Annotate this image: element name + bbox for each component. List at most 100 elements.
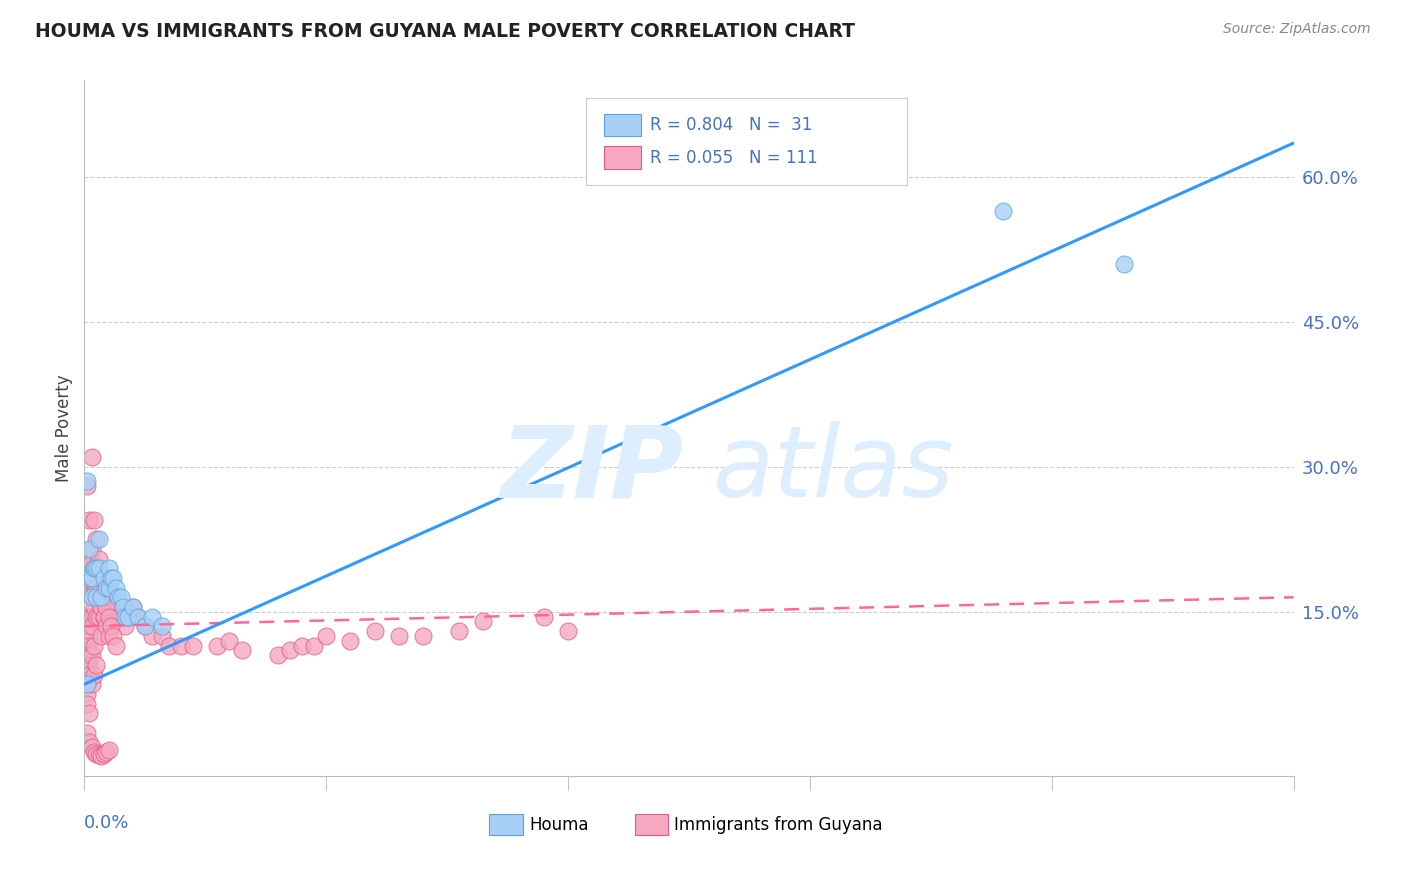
Point <box>77 571 100 585</box>
Point <box>76 629 98 643</box>
Point <box>76 677 98 691</box>
Point <box>93 609 115 624</box>
Point <box>114 619 136 633</box>
Point <box>80 648 103 663</box>
FancyBboxPatch shape <box>586 98 907 185</box>
Point <box>76 667 98 681</box>
Point <box>94 745 117 759</box>
Point <box>107 591 129 605</box>
Point <box>207 639 229 653</box>
Point <box>86 747 108 761</box>
Point <box>76 557 98 571</box>
Point <box>76 479 98 493</box>
Point <box>104 599 127 614</box>
FancyBboxPatch shape <box>489 814 523 835</box>
Point <box>83 561 105 575</box>
Point <box>90 748 112 763</box>
Text: R = 0.804   N =  31: R = 0.804 N = 31 <box>650 116 813 134</box>
Point <box>218 633 240 648</box>
Point <box>114 609 136 624</box>
Point <box>86 609 108 624</box>
Point <box>76 639 98 653</box>
Point <box>76 677 98 691</box>
Point <box>80 541 103 556</box>
Point <box>77 513 100 527</box>
Point <box>127 609 149 624</box>
Point <box>94 599 117 614</box>
Point <box>121 599 143 614</box>
FancyBboxPatch shape <box>605 146 641 169</box>
Point <box>533 609 555 624</box>
Point <box>93 591 115 605</box>
Point <box>86 561 108 575</box>
Point <box>97 629 120 643</box>
Point <box>76 475 98 489</box>
Point <box>83 561 105 575</box>
Point <box>83 599 105 614</box>
Point <box>97 581 120 595</box>
Point <box>134 619 156 633</box>
Point <box>121 599 143 614</box>
Point <box>76 609 98 624</box>
Point <box>94 619 117 633</box>
Point <box>112 599 135 614</box>
Point <box>76 697 98 711</box>
Text: HOUMA VS IMMIGRANTS FROM GUYANA MALE POVERTY CORRELATION CHART: HOUMA VS IMMIGRANTS FROM GUYANA MALE POV… <box>35 22 855 41</box>
Point <box>83 745 105 759</box>
Point <box>86 657 108 672</box>
FancyBboxPatch shape <box>605 113 641 136</box>
Point <box>80 619 103 633</box>
Point <box>141 629 163 643</box>
Point <box>97 561 120 575</box>
Point <box>339 633 361 648</box>
Point <box>77 629 100 643</box>
Point <box>97 609 120 624</box>
Point <box>315 629 337 643</box>
Point <box>76 619 98 633</box>
Point <box>104 639 127 653</box>
Point <box>83 639 105 653</box>
Point <box>77 735 100 749</box>
Point <box>100 619 122 633</box>
Point <box>1114 257 1136 271</box>
Text: ZIP: ZIP <box>501 421 683 518</box>
Point <box>76 648 98 663</box>
Point <box>87 591 110 605</box>
Point <box>80 609 103 624</box>
Point <box>412 629 434 643</box>
Point <box>76 725 98 739</box>
Point <box>110 591 132 605</box>
Point <box>90 599 112 614</box>
Point <box>107 609 129 624</box>
Point <box>302 639 325 653</box>
Point <box>103 599 125 614</box>
Point <box>80 571 103 585</box>
Point <box>87 551 110 566</box>
Point <box>77 648 100 663</box>
Point <box>77 639 100 653</box>
Point <box>110 609 132 624</box>
Point <box>76 657 98 672</box>
Point <box>112 609 135 624</box>
Point <box>87 571 110 585</box>
Point <box>97 581 120 595</box>
Point <box>267 648 290 663</box>
Point <box>93 591 115 605</box>
Point <box>278 643 301 657</box>
Point <box>87 609 110 624</box>
Point <box>87 747 110 762</box>
Point <box>90 571 112 585</box>
Point <box>134 619 156 633</box>
Point <box>117 609 139 624</box>
Point <box>80 591 103 605</box>
Point <box>150 619 173 633</box>
Point <box>77 619 100 633</box>
Point <box>93 609 115 624</box>
Point <box>87 533 110 547</box>
Text: 0.0%: 0.0% <box>84 814 129 832</box>
Point <box>80 677 103 691</box>
Point <box>80 591 103 605</box>
Point <box>80 557 103 571</box>
Point <box>77 609 100 624</box>
Point <box>90 599 112 614</box>
